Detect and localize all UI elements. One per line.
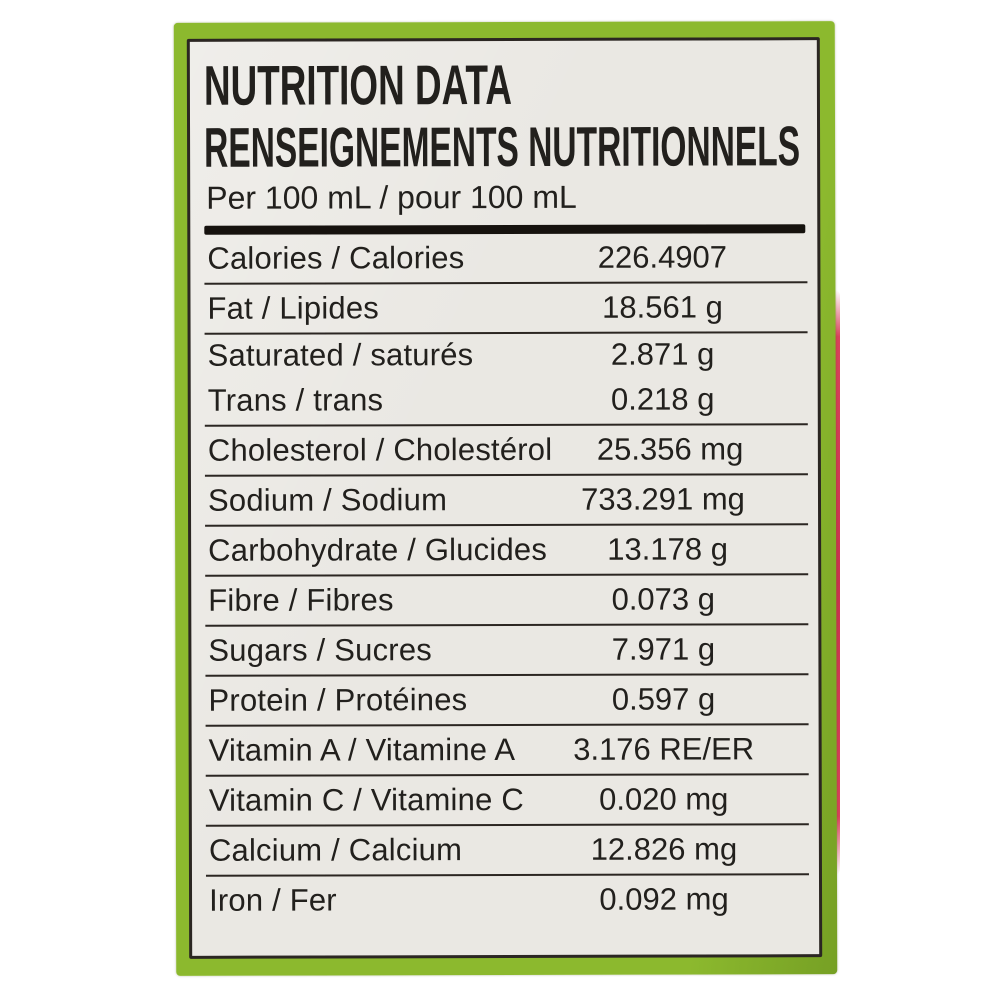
nutrient-name: Trans / trans: [207, 382, 384, 418]
nutrient-row: Sugars / Sucres 7.971 g: [205, 625, 809, 677]
nutrient-name: Iron / Fer: [209, 882, 337, 918]
nutrient-name: Cholesterol / Cholestérol: [207, 431, 553, 468]
nutrient-row: Iron / Fer 0.092 mg: [206, 875, 809, 925]
nutrient-value: 0.218 g: [610, 381, 715, 417]
nutrient-row: Vitamin A / Vitamine A 3.176 RE/ER: [205, 725, 809, 777]
nutrient-value: 7.971 g: [611, 631, 716, 667]
nutrient-name: Fibre / Fibres: [208, 582, 394, 618]
nutrient-row: Carbohydrate / Glucides 13.178 g: [205, 525, 809, 577]
nutrient-name: Vitamin C / Vitamine C: [208, 781, 524, 818]
nutrient-value: 25.356 mg: [596, 431, 744, 467]
nutrient-value: 733.291 mg: [581, 481, 745, 517]
nutrient-row: Trans / trans 0.218 g: [204, 375, 808, 427]
nutrient-value: 0.597 g: [611, 681, 716, 717]
nutrient-value: 0.073 g: [611, 581, 716, 617]
label-title-block: NUTRITION DATA RENSEIGNEMENTS NUTRITIONN…: [204, 56, 800, 176]
nutrient-row: Calories / Calories 226.4907: [204, 233, 808, 285]
nutrition-label: NUTRITION DATA RENSEIGNEMENTS NUTRITIONN…: [186, 37, 823, 959]
nutrient-name: Sugars / Sucres: [208, 632, 432, 668]
nutrient-value: 0.020 mg: [599, 781, 729, 817]
nutrient-row: Fat / Lipides 18.561 g: [204, 283, 808, 335]
nutrient-row: Fibre / Fibres 0.073 g: [205, 575, 809, 627]
nutrient-value: 2.871 g: [610, 336, 715, 372]
nutrient-row: Calcium / Calcium 12.826 mg: [205, 825, 809, 877]
nutrient-name: Protein / Protéines: [208, 682, 468, 718]
nutrient-value: 12.826 mg: [590, 831, 738, 867]
nutrient-name: Calories / Calories: [207, 240, 465, 276]
nutrient-value: 0.092 mg: [599, 881, 729, 917]
nutrient-value: 13.178 g: [607, 531, 728, 567]
label-subtitle: RENSEIGNEMENTS NUTRITIONNELS: [204, 114, 800, 176]
nutrient-name: Calcium / Calcium: [208, 832, 463, 868]
serving-size: Per 100 mL / pour 100 mL: [206, 178, 577, 216]
nutrient-name: Vitamin A / Vitamine A: [208, 731, 516, 768]
nutrient-name: Saturated / saturés: [207, 337, 474, 373]
nutrient-row: Saturated / saturés 2.871 g: [205, 333, 808, 377]
nutrient-value: 3.176 RE/ER: [573, 731, 755, 767]
nutrient-row: Vitamin C / Vitamine C 0.020 mg: [205, 775, 809, 827]
nutrient-value: 226.4907: [597, 239, 728, 275]
nutrient-name: Carbohydrate / Glucides: [208, 531, 548, 568]
nutrient-name: Sodium / Sodium: [207, 482, 448, 518]
nutrient-name: Fat / Lipides: [207, 290, 380, 326]
nutrient-value: 18.561 g: [602, 289, 723, 325]
nutrient-row: Sodium / Sodium 733.291 mg: [204, 475, 809, 527]
package-green-border: NUTRITION DATA RENSEIGNEMENTS NUTRITIONN…: [173, 21, 838, 976]
label-title: NUTRITION DATA: [204, 56, 512, 117]
nutrient-row: Cholesterol / Cholestérol 25.356 mg: [204, 425, 808, 477]
nutrient-row: Protein / Protéines 0.597 g: [205, 675, 809, 727]
nutrient-table: Calories / Calories 226.4907 Fat / Lipid…: [204, 233, 809, 925]
label-content: NUTRITION DATA RENSEIGNEMENTS NUTRITIONN…: [190, 40, 819, 925]
